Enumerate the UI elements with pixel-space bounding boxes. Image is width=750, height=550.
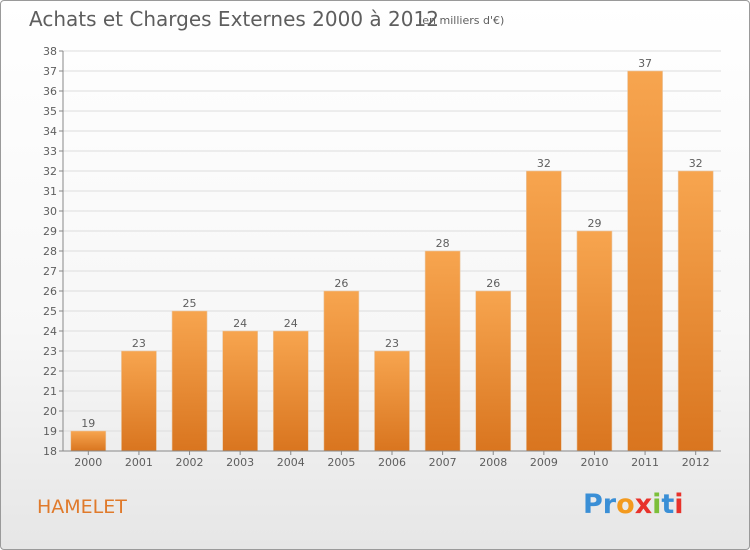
bar-value-label: 29 [587, 217, 601, 230]
x-tick-label: 2004 [277, 456, 305, 469]
bar-value-label: 23 [132, 337, 146, 350]
proxiti-logo: Proxiti [583, 489, 684, 520]
logo-letter: P [583, 489, 603, 520]
logo-letter: o [616, 489, 635, 520]
y-tick-label: 23 [43, 345, 57, 358]
y-tick-label: 31 [43, 185, 57, 198]
y-tick-label: 19 [43, 425, 57, 438]
bar-2004 [272, 330, 309, 452]
y-tick-label: 30 [43, 205, 57, 218]
y-tick-label: 34 [43, 125, 57, 138]
bar-2008 [475, 290, 512, 452]
x-tick-label: 2002 [176, 456, 204, 469]
bar-2012 [677, 170, 714, 452]
bar-value-label: 26 [334, 277, 348, 290]
bar-value-label: 32 [537, 157, 551, 170]
bar-value-label: 19 [81, 417, 95, 430]
bar-2009 [526, 170, 562, 452]
bar-value-label: 25 [183, 297, 197, 310]
bar-2001 [121, 350, 157, 452]
y-tick-label: 26 [43, 285, 57, 298]
x-tick-label: 2006 [378, 456, 406, 469]
x-tick-label: 2005 [327, 456, 355, 469]
y-tick-label: 20 [43, 405, 57, 418]
bar-2002 [171, 310, 208, 452]
bar-2005 [323, 290, 360, 452]
bar-value-label: 32 [689, 157, 703, 170]
logo-letter: i [652, 489, 662, 520]
x-tick-label: 2000 [74, 456, 102, 469]
y-tick-label: 28 [43, 245, 57, 258]
bar-2010 [576, 230, 613, 452]
y-tick-label: 25 [43, 305, 57, 318]
x-tick-label: 2009 [530, 456, 558, 469]
logo-letter: i [674, 489, 684, 520]
y-tick-label: 37 [43, 65, 57, 78]
bar-2003 [222, 330, 258, 452]
chart-subtitle: (en milliers d'€) [418, 14, 505, 27]
chart-title: Achats et Charges Externes 2000 à 2012 [29, 7, 439, 31]
place-label: HAMELET [37, 496, 127, 518]
x-tick-label: 2008 [479, 456, 507, 469]
y-tick-label: 29 [43, 225, 57, 238]
x-tick-label: 2010 [580, 456, 608, 469]
y-tick-label: 35 [43, 105, 57, 118]
bar-layer [70, 70, 714, 452]
bar-value-label: 26 [486, 277, 500, 290]
y-tick-label: 24 [43, 325, 57, 338]
y-tick-label: 21 [43, 385, 57, 398]
bar-value-label: 37 [638, 57, 652, 70]
y-tick-label: 32 [43, 165, 57, 178]
axis-layer [59, 50, 721, 455]
x-tick-label: 2012 [682, 456, 710, 469]
y-tick-label: 27 [43, 265, 57, 278]
y-tick-label: 22 [43, 365, 57, 378]
label-layer: 18 19 20 21 22 23 24 25 26 27 28 29 30 31 32 33 34 35 36 37… [43, 45, 710, 469]
y-tick-label: 18 [43, 445, 57, 458]
y-tick-label: 36 [43, 85, 57, 98]
bar-value-label: 23 [385, 337, 399, 350]
y-tick-label: 38 [43, 45, 57, 58]
x-tick-label: 2003 [226, 456, 254, 469]
bar-value-label: 24 [284, 317, 298, 330]
bar-2011 [627, 70, 663, 452]
bar-value-label: 24 [233, 317, 247, 330]
y-tick-label: 33 [43, 145, 57, 158]
x-tick-label: 2001 [125, 456, 153, 469]
logo-letter: r [602, 489, 617, 520]
bar-2007 [424, 250, 461, 452]
bar-value-label: 28 [436, 237, 450, 250]
bar-2006 [374, 350, 410, 452]
logo-letter: x [634, 489, 653, 520]
x-tick-label: 2011 [631, 456, 659, 469]
x-tick-label: 2007 [429, 456, 457, 469]
logo-letter: t [661, 489, 675, 520]
bar-2000 [70, 430, 107, 452]
